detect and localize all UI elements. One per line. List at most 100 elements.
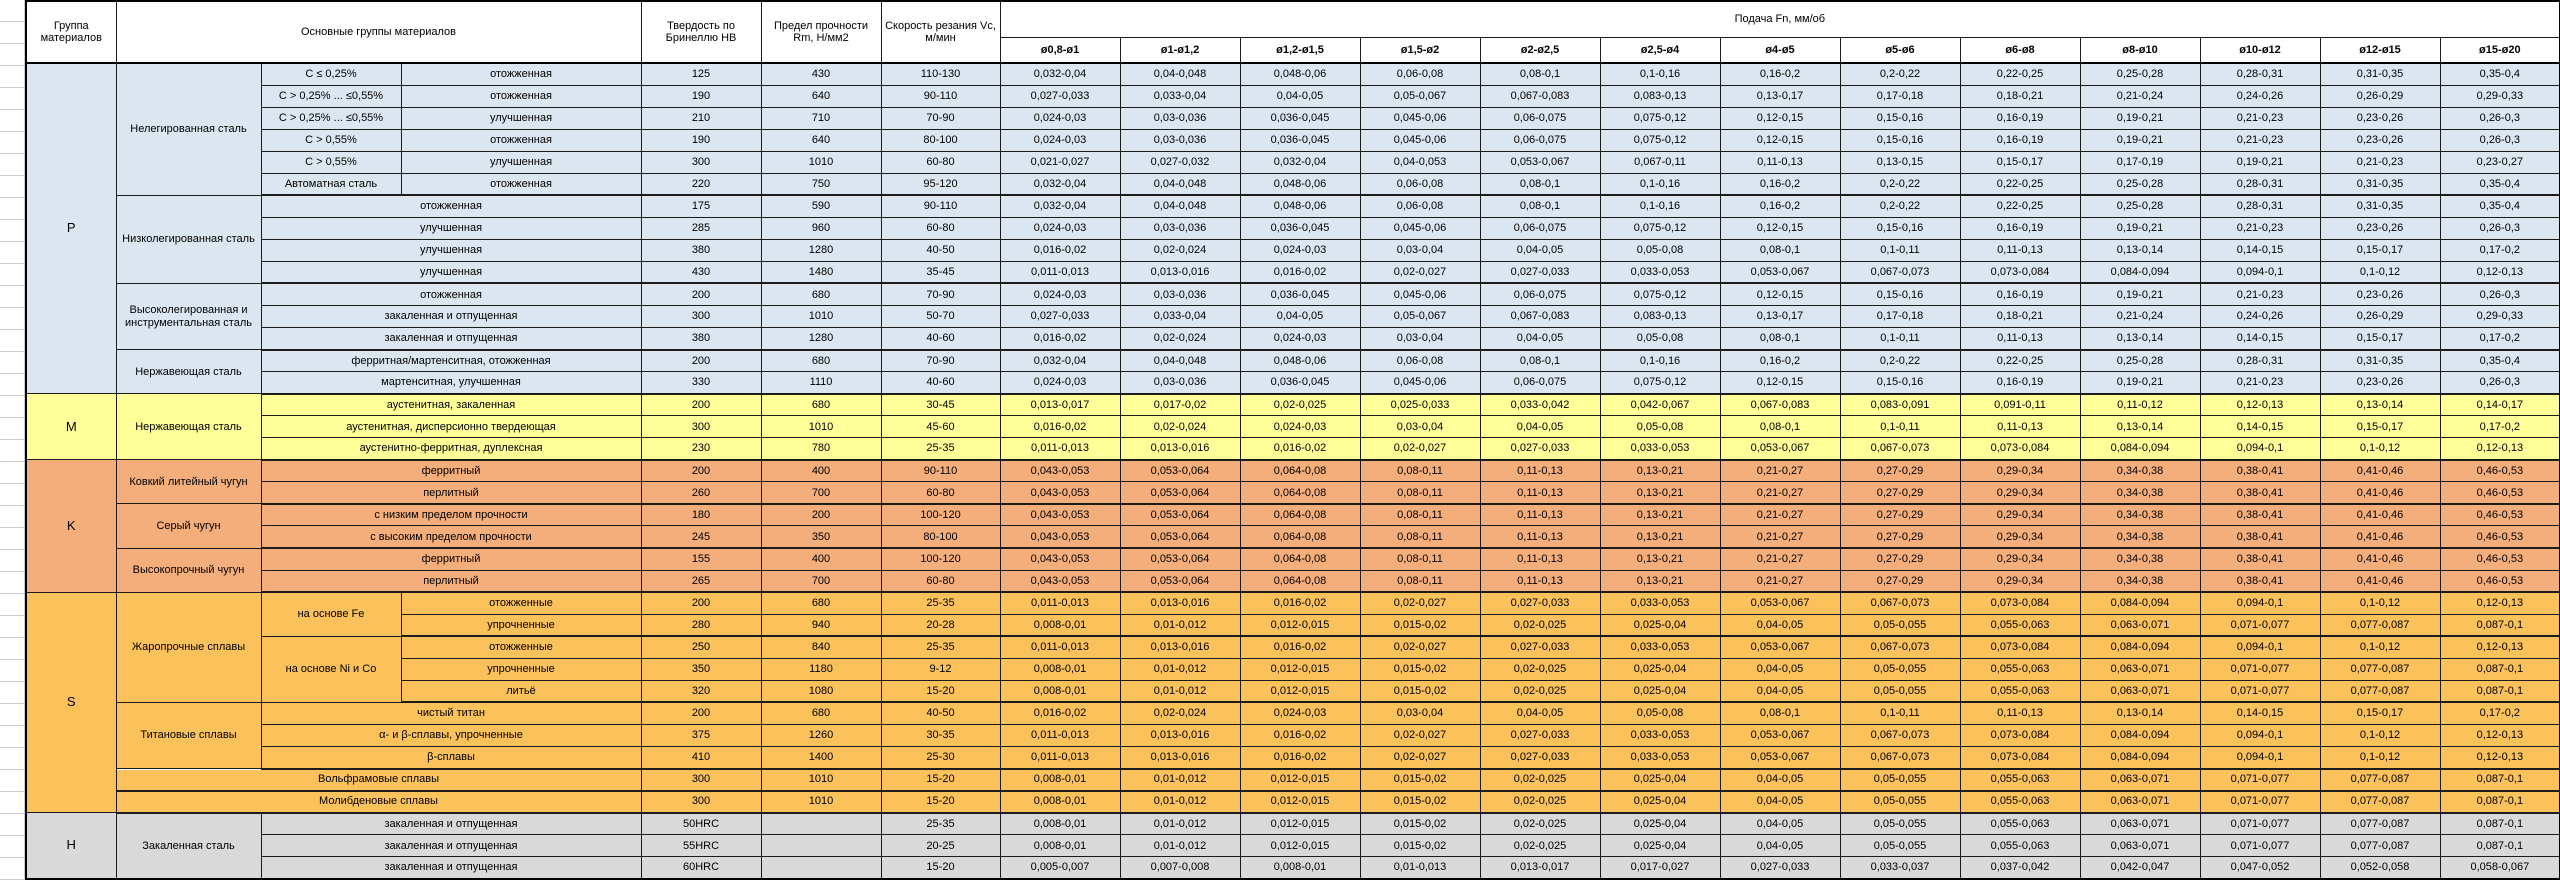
table-cell: Закаленная сталь bbox=[115, 812, 262, 880]
table-cell: 0,04-0,05 bbox=[1479, 327, 1601, 351]
table-cell: 0,35-0,4 bbox=[2439, 349, 2560, 373]
table-cell: 0,27-0,29 bbox=[1839, 459, 1961, 483]
table-cell: 0,073-0,084 bbox=[1959, 437, 2081, 461]
table-cell: 0,03-0,04 bbox=[1359, 238, 1481, 262]
table-cell: 0,22-0,25 bbox=[1959, 172, 2081, 197]
table-cell: отожженная bbox=[260, 282, 642, 307]
table-cell: 0,064-0,08 bbox=[1239, 503, 1361, 527]
table-cell: 0,025-0,04 bbox=[1599, 613, 1721, 638]
table-cell: 640 bbox=[760, 84, 882, 108]
table-cell: отожженные bbox=[400, 635, 642, 659]
table-cell: 0,094-0,1 bbox=[2199, 260, 2321, 285]
table-cell: 0,027-0,033 bbox=[999, 84, 1121, 108]
table-cell: 0,013-0,017 bbox=[999, 393, 1121, 417]
table-cell: 0,19-0,21 bbox=[2079, 128, 2201, 152]
table-cell: 0,02-0,027 bbox=[1359, 635, 1481, 659]
table-cell: 0,16-0,19 bbox=[1959, 371, 2081, 395]
table-cell: 220 bbox=[640, 172, 762, 197]
table-cell: 0,02-0,025 bbox=[1479, 767, 1601, 792]
table-cell: 0,12-0,13 bbox=[2439, 260, 2560, 285]
table-cell: 9-12 bbox=[880, 657, 1001, 681]
table-cell: 15-20 bbox=[880, 679, 1001, 704]
table-cell: 0,13-0,21 bbox=[1599, 503, 1721, 527]
table-cell: 0,008-0,01 bbox=[999, 679, 1121, 704]
table-cell: 0,067-0,073 bbox=[1839, 635, 1961, 659]
table-cell: 0,12-0,13 bbox=[2439, 591, 2560, 615]
table-cell: 0,033-0,04 bbox=[1119, 84, 1241, 108]
table-cell: 0,083-0,091 bbox=[1839, 393, 1961, 417]
table-cell: 0,12-0,15 bbox=[1719, 128, 1841, 152]
table-cell: 0,024-0,03 bbox=[1239, 327, 1361, 351]
table-cell: 0,08-0,1 bbox=[1719, 238, 1841, 262]
table-cell: 0,016-0,02 bbox=[999, 238, 1121, 262]
table-cell: 0,015-0,02 bbox=[1359, 812, 1481, 836]
table-cell: 0,045-0,06 bbox=[1359, 216, 1481, 240]
table-cell: 0,11-0,13 bbox=[1959, 701, 2081, 725]
table-cell: 0,043-0,053 bbox=[999, 547, 1121, 571]
table-cell: 0,12-0,13 bbox=[2439, 635, 2560, 659]
table-row: перлитный 260 700 60-80 0,043-0,053 0,053-0,0… bbox=[26, 481, 2560, 505]
table-cell: 0,41-0,46 bbox=[2319, 503, 2441, 527]
table-cell: 0,13-0,21 bbox=[1599, 481, 1721, 505]
table-row: закаленная и отпущенная 55HRC 20-25 0,008-0… bbox=[26, 834, 2560, 858]
table-cell: 0,17-0,18 bbox=[1839, 305, 1961, 329]
table-cell: 0,073-0,084 bbox=[1959, 591, 2081, 615]
table-cell: 0,35-0,4 bbox=[2439, 194, 2560, 218]
table-cell: аустенитная, закаленная bbox=[260, 393, 642, 417]
table-cell: 0,15-0,16 bbox=[1839, 128, 1961, 152]
table-cell: 0,087-0,1 bbox=[2439, 812, 2560, 836]
table-cell: 0,08-0,1 bbox=[1479, 62, 1601, 86]
table-cell: 0,23-0,26 bbox=[2319, 282, 2441, 307]
table-cell: 0,077-0,087 bbox=[2319, 613, 2441, 638]
table-cell: перлитный bbox=[260, 481, 642, 505]
table-cell: 0,025-0,04 bbox=[1599, 679, 1721, 704]
table-cell: 0,063-0,071 bbox=[2079, 790, 2201, 814]
table-cell: 0,016-0,02 bbox=[1239, 723, 1361, 747]
table-cell: 680 bbox=[760, 349, 882, 373]
table-cell: 90-110 bbox=[880, 459, 1001, 483]
table-cell: 0,34-0,38 bbox=[2079, 547, 2201, 571]
table-cell: с низким пределом прочности bbox=[260, 503, 642, 527]
table-cell: 0,055-0,063 bbox=[1959, 613, 2081, 638]
table-cell: 0,11-0,13 bbox=[1959, 415, 2081, 439]
table-cell: Титановые сплавы bbox=[115, 701, 262, 770]
table-cell: 0,063-0,071 bbox=[2079, 812, 2201, 836]
table-cell: 0,04-0,048 bbox=[1119, 62, 1241, 86]
table-cell: 0,087-0,1 bbox=[2439, 657, 2560, 681]
table-cell: 0,013-0,017 bbox=[1479, 856, 1601, 880]
table-cell: 0,12-0,15 bbox=[1719, 106, 1841, 130]
table-cell: 0,06-0,08 bbox=[1359, 349, 1481, 373]
table-cell: 50-70 bbox=[880, 305, 1001, 329]
table-row: S Жаропрочные сплавы на основе Fe отожженны… bbox=[25, 591, 2560, 814]
table-cell: C > 0,25% ... ≤0,55% bbox=[260, 84, 402, 108]
table-cell: 0,055-0,063 bbox=[1959, 834, 2081, 858]
table-cell: 0,21-0,27 bbox=[1719, 481, 1841, 505]
table-cell: 400 bbox=[760, 459, 882, 483]
table-cell: 0,025-0,033 bbox=[1359, 393, 1481, 417]
table-cell: 0,053-0,067 bbox=[1719, 591, 1841, 615]
table-cell: 0,12-0,15 bbox=[1719, 216, 1841, 240]
table-cell: 0,13-0,17 bbox=[1719, 305, 1841, 329]
table-cell: 0,012-0,015 bbox=[1239, 657, 1361, 681]
table-cell: аустенитная, дисперсионно твердеющая bbox=[260, 415, 642, 439]
table-cell: 0,02-0,027 bbox=[1359, 591, 1481, 615]
table-cell: 0,083-0,13 bbox=[1599, 305, 1721, 329]
table-cell: 0,38-0,41 bbox=[2199, 481, 2321, 505]
table-cell: 0,01-0,012 bbox=[1119, 613, 1241, 638]
table-cell: 0,03-0,036 bbox=[1119, 106, 1241, 130]
table-cell: 0,053-0,064 bbox=[1119, 569, 1241, 594]
table-cell: 0,13-0,15 bbox=[1839, 150, 1961, 174]
table-cell: 15-20 bbox=[880, 856, 1001, 880]
table-cell: 40-60 bbox=[880, 371, 1001, 395]
table-cell: 0,063-0,071 bbox=[2079, 657, 2201, 681]
table-cell: 0,15-0,17 bbox=[2319, 238, 2441, 262]
table-cell: 0,12-0,13 bbox=[2199, 393, 2321, 417]
table-cell: C > 0,55% bbox=[260, 150, 402, 174]
table-cell: 0,036-0,045 bbox=[1239, 216, 1361, 240]
table-cell: 0,1-0,11 bbox=[1839, 701, 1961, 725]
table-cell: 95-120 bbox=[880, 172, 1001, 197]
table-cell: 0,13-0,17 bbox=[1719, 84, 1841, 108]
table-row: Автоматная сталь отожженная 220 750 95-120 0,… bbox=[26, 172, 2560, 197]
table-cell: 40-60 bbox=[880, 327, 1001, 351]
table-row: P Нелегированная сталь C ≤ 0,25% отожженная… bbox=[25, 62, 2560, 395]
